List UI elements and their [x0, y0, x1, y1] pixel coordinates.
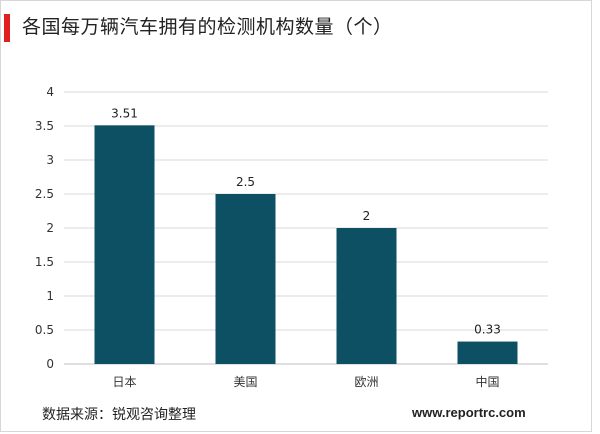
x-tick-label: 日本: [112, 375, 136, 389]
value-labels: 3.51 2.5 2 0.33: [111, 106, 501, 336]
x-axis-ticks: 日本 美国 欧洲 中国: [112, 374, 499, 389]
y-tick-label: 2: [46, 221, 54, 235]
website-url: www.reportrc.com: [412, 405, 526, 420]
title-accent-bar: [4, 14, 10, 42]
y-tick-label: 3: [46, 153, 54, 167]
data-label: 3.51: [111, 106, 138, 120]
data-label: 0.33: [474, 323, 501, 337]
bars: [94, 125, 518, 364]
y-tick-label: 1.5: [35, 255, 54, 269]
y-axis-ticks: 0 0.5 1 1.5 2 2.5 3 3.5 4: [35, 85, 54, 371]
data-label: 2.5: [236, 175, 255, 189]
chart-title: 各国每万辆汽车拥有的检测机构数量（个）: [22, 16, 393, 38]
y-tick-label: 0: [46, 357, 54, 371]
data-label: 2: [363, 209, 371, 223]
y-tick-label: 2.5: [35, 187, 54, 201]
y-tick-label: 1: [46, 289, 54, 303]
data-source: 数据来源：锐观咨询整理: [42, 407, 196, 423]
x-tick-label: 美国: [233, 375, 257, 389]
bar: [94, 125, 155, 364]
bar: [336, 228, 397, 364]
bar: [457, 341, 518, 364]
x-tick-label: 欧洲: [354, 375, 378, 389]
x-tick-label: 中国: [475, 374, 499, 389]
y-tick-label: 0.5: [35, 323, 54, 337]
y-tick-label: 4: [46, 85, 54, 99]
y-tick-label: 3.5: [35, 119, 54, 133]
bar: [215, 194, 276, 364]
